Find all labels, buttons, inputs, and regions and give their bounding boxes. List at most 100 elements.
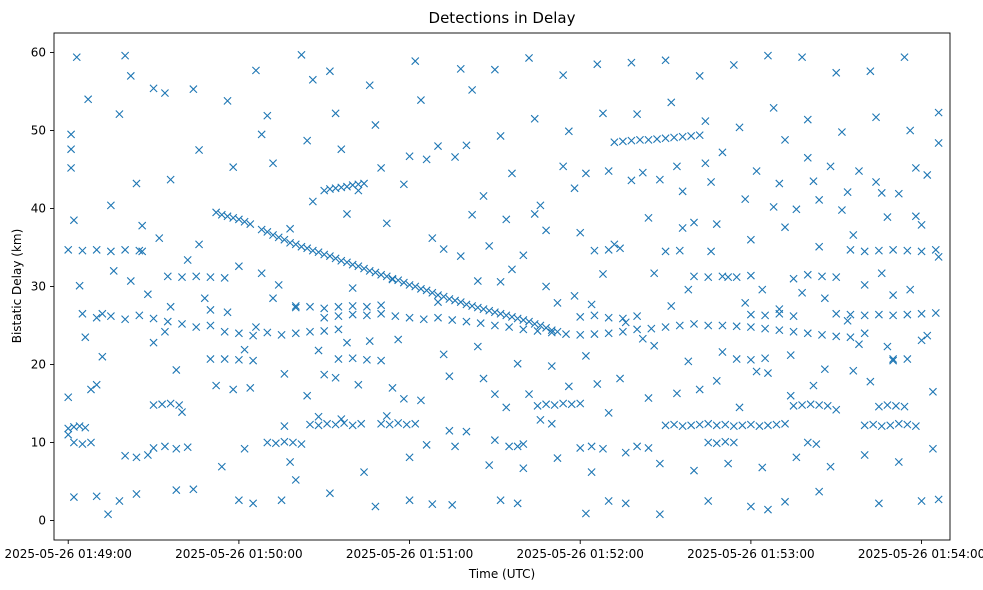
detection-point <box>399 278 408 287</box>
detection-point <box>755 422 764 431</box>
detection-point <box>362 311 371 320</box>
detection-point <box>439 350 448 359</box>
detection-point <box>371 268 380 277</box>
detection-point <box>109 266 118 275</box>
detection-point <box>249 356 258 365</box>
detection-point <box>792 453 801 462</box>
detection-point <box>263 328 272 337</box>
detection-point <box>365 337 374 346</box>
detection-point <box>644 443 653 452</box>
detection-point <box>604 167 613 176</box>
detection-point <box>695 420 704 429</box>
detection-point <box>781 497 790 506</box>
detection-point <box>576 443 585 452</box>
detection-point <box>249 331 258 340</box>
detection-point <box>923 170 932 179</box>
detection-point <box>542 400 551 409</box>
detection-point <box>567 400 576 409</box>
detection-point <box>485 461 494 470</box>
detection-point <box>325 489 334 498</box>
detection-point <box>712 421 721 430</box>
detection-point <box>854 167 863 176</box>
detection-point <box>721 420 730 429</box>
detection-point <box>143 450 152 459</box>
detection-point <box>320 250 329 259</box>
detection-point <box>672 162 681 171</box>
detection-point <box>496 496 505 505</box>
detection-point <box>650 341 659 350</box>
detection-point <box>655 510 664 519</box>
detection-point <box>86 438 95 447</box>
detection-point <box>931 245 940 254</box>
detection-point <box>894 458 903 466</box>
detection-point <box>667 302 676 310</box>
detection-point <box>360 468 369 477</box>
detection-point <box>325 67 334 76</box>
detection-point <box>618 327 627 336</box>
detection-point <box>718 148 727 157</box>
detection-point <box>678 422 687 431</box>
detection-point <box>889 355 898 364</box>
detection-point <box>377 270 386 279</box>
detection-point <box>633 110 642 119</box>
detection-point <box>92 245 101 254</box>
detection-point <box>846 310 855 319</box>
detection-point <box>126 71 135 80</box>
detection-point <box>320 186 329 195</box>
y-axis: 0 10 20 30 40 50 60 <box>31 46 54 528</box>
detection-point <box>64 245 73 254</box>
detection-point <box>192 272 201 281</box>
x-tick-label: 2025-05-26 01:53:00 <box>687 547 814 561</box>
detection-point <box>644 135 653 144</box>
detection-point <box>598 444 607 453</box>
detection-point <box>704 321 713 330</box>
detection-point <box>92 492 101 501</box>
detection-point <box>860 280 869 289</box>
detection-point <box>678 224 687 232</box>
detection-point <box>149 84 158 93</box>
detection-point <box>106 201 115 210</box>
detection-point <box>448 500 457 509</box>
detection-point <box>911 212 920 221</box>
detection-point <box>507 312 516 321</box>
detection-point <box>775 179 784 188</box>
detection-point <box>923 331 932 340</box>
detection-point <box>160 89 169 98</box>
detection-point <box>815 487 824 496</box>
detection-point <box>297 242 306 251</box>
detection-point <box>746 420 755 429</box>
detection-point <box>559 162 568 171</box>
detection-point <box>735 403 744 412</box>
detection-point <box>854 340 863 349</box>
detection-point <box>533 326 542 335</box>
detection-point <box>707 247 716 256</box>
detection-point <box>434 291 442 300</box>
detection-point <box>903 355 912 364</box>
detection-point <box>843 188 852 197</box>
detection-point <box>342 258 351 267</box>
detection-point <box>883 213 892 222</box>
detection-point <box>732 322 741 331</box>
detection-point <box>809 177 818 186</box>
detection-point <box>67 145 76 154</box>
detection-point <box>661 247 670 256</box>
detection-point <box>149 443 158 452</box>
detection-point <box>223 212 232 221</box>
detection-point <box>661 134 670 143</box>
detection-point <box>84 95 93 104</box>
detection-point <box>320 370 329 379</box>
detection-point <box>530 114 539 123</box>
detection-point <box>434 142 442 151</box>
detection-point <box>86 385 95 394</box>
detection-point <box>786 391 795 400</box>
detection-point <box>69 216 78 225</box>
detection-point <box>382 411 391 420</box>
detection-point <box>746 502 755 511</box>
detection-point <box>334 355 343 364</box>
detection-point <box>695 385 704 394</box>
detection-point <box>542 226 551 235</box>
detection-point <box>479 192 488 201</box>
detection-point <box>64 430 73 439</box>
detection-point <box>234 215 243 224</box>
detection-point <box>462 317 471 326</box>
